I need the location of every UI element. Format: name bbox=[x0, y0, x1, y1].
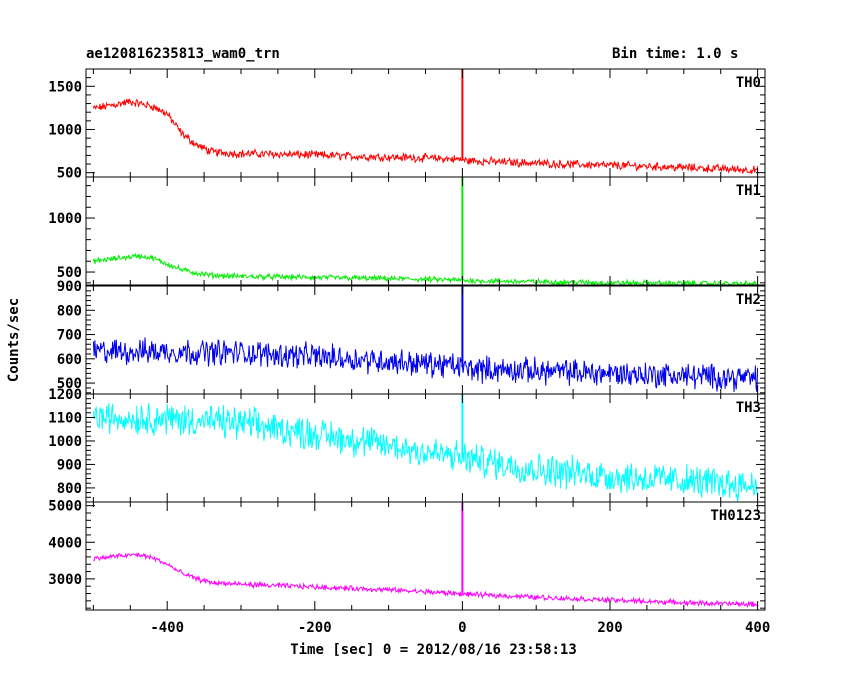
series-label-th0: TH0 bbox=[736, 75, 761, 91]
trace-th0 bbox=[92, 98, 759, 175]
x-tick-label: 400 bbox=[745, 620, 770, 636]
y-tick-label: 500 bbox=[57, 376, 82, 392]
y-tick-label: 600 bbox=[57, 352, 82, 368]
y-tick-label: 700 bbox=[57, 328, 82, 344]
y-tick-label: 800 bbox=[57, 303, 82, 319]
series-label-th0123: TH0123 bbox=[710, 508, 761, 524]
y-tick-label: 800 bbox=[57, 481, 82, 497]
y-tick-label: 5000 bbox=[48, 499, 82, 515]
series-label-th2: TH2 bbox=[736, 292, 761, 308]
y-axis-label: Counts/sec bbox=[6, 298, 22, 382]
series-label-th1: TH1 bbox=[736, 183, 761, 199]
x-tick-label: 200 bbox=[597, 620, 622, 636]
series-label-th3: TH3 bbox=[736, 400, 761, 416]
trace-th3 bbox=[92, 402, 759, 503]
panel-frame bbox=[85, 68, 766, 178]
y-tick-label: 500 bbox=[57, 265, 82, 281]
trace-th0123 bbox=[93, 552, 758, 608]
x-axis-label: Time [sec] 0 = 2012/08/16 23:58:13 bbox=[290, 642, 577, 658]
bin-time-label: Bin time: 1.0 s bbox=[612, 46, 739, 62]
panel-frame bbox=[85, 393, 766, 503]
x-tick-label: -400 bbox=[150, 620, 184, 636]
y-tick-label: 900 bbox=[57, 279, 82, 295]
y-tick-label: 3000 bbox=[48, 572, 82, 588]
y-tick-label: 1000 bbox=[48, 211, 82, 227]
y-tick-label: 900 bbox=[57, 457, 82, 473]
y-tick-label: 1000 bbox=[48, 434, 82, 450]
y-tick-label: 4000 bbox=[48, 535, 82, 551]
y-tick-label: 1000 bbox=[48, 122, 82, 138]
chart-title: ae120816235813_wam0_trn bbox=[86, 46, 280, 62]
x-tick-label: 0 bbox=[458, 620, 466, 636]
y-tick-label: 1200 bbox=[48, 387, 82, 403]
y-tick-label: 1500 bbox=[48, 79, 82, 95]
y-tick-label: 500 bbox=[57, 166, 82, 182]
x-tick-label: -200 bbox=[298, 620, 332, 636]
trace-th2 bbox=[92, 337, 759, 393]
y-tick-label: 1100 bbox=[48, 410, 82, 426]
